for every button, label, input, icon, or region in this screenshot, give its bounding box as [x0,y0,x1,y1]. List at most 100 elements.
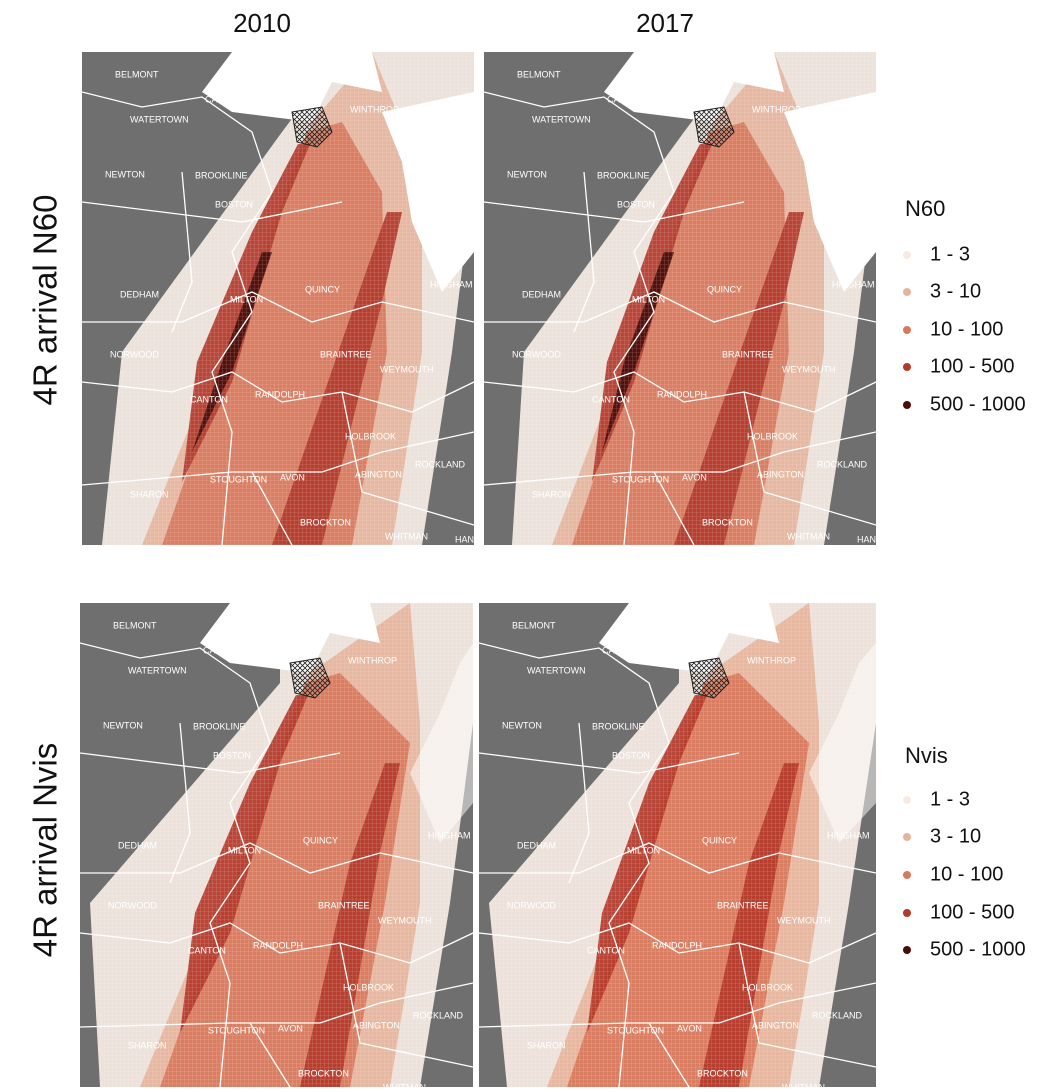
town-label: HANSON [857,534,896,544]
legend-label: 500 - 1000 [930,393,1026,415]
airport [688,657,730,699]
town-label: REVERE [737,54,774,64]
town-label: BRAINTREE [722,349,774,359]
town-label: BROCKTON [702,517,753,527]
town-label: MILTON [627,845,660,855]
town-label: REVERE [335,54,372,64]
town-border [479,982,876,1028]
town-label: BROCKTON [697,1068,748,1078]
legend-swatch [903,946,911,954]
town-border [82,201,343,223]
town-label: BELMONT [512,620,556,630]
town-label: WINTHROP [350,104,399,114]
town-label: BROOKLINE [193,721,246,731]
town-label: DEDHAM [517,840,556,850]
town-label: REVERE [732,605,769,615]
town-label: QUINCY [303,835,338,845]
town-label: BRAINTREE [318,900,370,910]
legend-label: 3 - 10 [930,825,981,847]
town-label: SHARON [532,489,571,499]
legend-label: 1 - 3 [930,788,970,810]
town-label: WATERTOWN [130,114,189,124]
legend-label: 3 - 10 [930,280,981,302]
town-label: HANSON [852,1085,891,1087]
town-label: HINGHAM [428,830,471,840]
water [599,603,779,673]
town-label: NEWTON [105,169,145,179]
town-label: BROCKTON [300,517,351,527]
town-label: BELMONT [517,69,561,79]
town-label: BRAINTREE [320,349,372,359]
legend-swatch [903,796,911,804]
town-label: WEYMOUTH [777,915,831,925]
town-border [743,391,876,526]
town-label: HANSON [453,1085,492,1087]
town-label: WINTHROP [348,655,397,665]
town-label: WHITMAN [385,531,428,541]
town-label: AVON [280,472,305,482]
legend-label: 500 - 1000 [930,938,1026,960]
town-label: WEYMOUTH [380,364,434,374]
town-label: ABINGTON [353,1020,400,1030]
legend-label: 10 - 100 [930,318,1003,340]
water [604,52,784,122]
town-label: BROOKLINE [597,170,650,180]
town-border [653,471,695,545]
town-label: BROOKLINE [592,721,645,731]
town-border [80,982,473,1028]
town-label: REVERE [333,605,370,615]
town-label: WATERTOWN [527,665,586,675]
town-border [251,471,293,545]
town-border [171,171,193,333]
town-label: CANTON [190,394,228,404]
town-label: ABINGTON [757,469,804,479]
water [202,52,382,122]
town-label: WATERTOWN [128,665,187,675]
town-border [484,91,675,545]
legend-label: 100 - 500 [930,355,1015,377]
town-label: HOLBROOK [742,982,793,992]
town-label: QUINCY [707,284,742,294]
town-border [169,722,191,884]
exposure-grid [699,763,799,1087]
town-label: RANDOLPH [657,389,707,399]
legend-label: 10 - 100 [930,863,1003,885]
town-border [479,922,876,964]
town-label: AVON [682,472,707,482]
map-panel: BELMONT CAMBRIDGE WATERTOWN REVERE WINTHROP N… [479,603,891,1087]
column-header: 2010 [233,8,291,38]
town-label: ROCKLAND [415,459,466,469]
legend-swatch [903,288,911,296]
legend-label: 100 - 500 [930,901,1015,923]
town-label: WATERTOWN [532,114,591,124]
airport [291,106,333,148]
legend-swatch [903,251,911,259]
map-panel: BELMONT CAMBRIDGE WATERTOWN REVERE WINTHROP N… [80,603,492,1087]
town-label: WHITMAN [787,531,830,541]
town-border [80,922,473,964]
town-label: HINGHAM [827,830,870,840]
town-label: DEDHAM [118,840,157,850]
town-label: NORWOOD [512,349,561,359]
legend-title: Nvis [905,743,948,768]
map-panel: BELMONT CAMBRIDGE WATERTOWN REVERE WINTHROP N… [484,52,896,545]
legend-swatch [903,871,911,879]
town-label: SHARON [527,1040,566,1050]
town-label: STOUGHTON [208,1025,265,1035]
town-label: AVON [278,1023,303,1033]
legend-swatch [903,326,911,334]
airport [693,106,735,148]
town-label: HOLBROOK [345,431,396,441]
town-label: CANTON [592,394,630,404]
town-border [82,91,273,545]
town-label: MILTON [230,294,263,304]
town-label: STOUGHTON [612,474,669,484]
column-header: 2017 [636,8,694,38]
town-label: WHITMAN [782,1082,825,1087]
town-label: AVON [677,1023,702,1033]
exposure-grid [192,252,272,452]
town-border [484,201,745,223]
town-label: BOSTON [215,199,253,209]
town-label: HINGHAM [832,279,875,289]
town-border [484,431,876,486]
